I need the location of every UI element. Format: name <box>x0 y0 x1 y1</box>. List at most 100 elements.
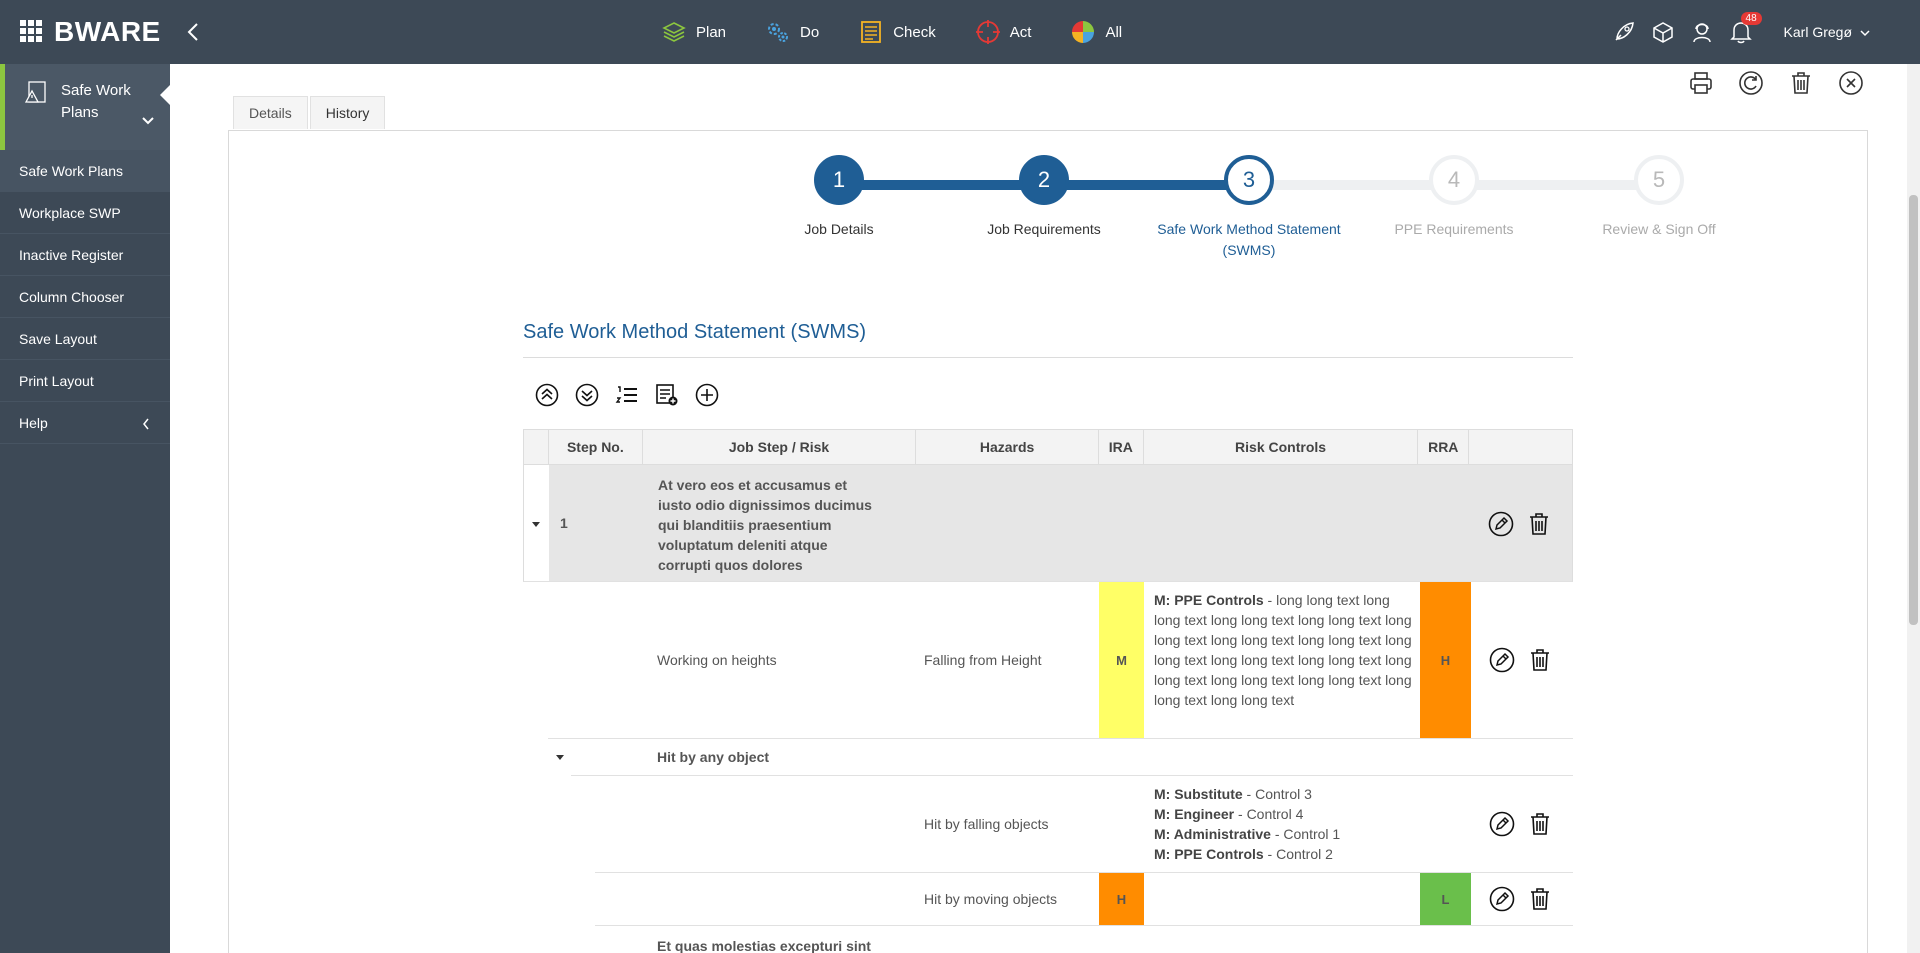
nav-check[interactable]: Check <box>859 20 936 44</box>
sidebar-item-help[interactable]: Help <box>0 402 170 444</box>
column-header-ira[interactable]: IRA <box>1099 430 1144 464</box>
nav-all-label: All <box>1105 23 1123 41</box>
logo-text: BWARE <box>54 16 161 47</box>
sidebar-item-column-chooser[interactable]: Column Chooser <box>0 276 170 318</box>
nav-do[interactable]: Do <box>766 20 819 44</box>
nav-plan[interactable]: Plan <box>662 20 726 44</box>
step-number: 2 <box>1019 155 1069 205</box>
control-line: M: Substitute - Control 3 <box>1154 784 1412 804</box>
trash-icon[interactable] <box>1527 647 1553 673</box>
nav-check-label: Check <box>893 23 936 41</box>
tab-details[interactable]: Details <box>233 96 308 129</box>
trash-icon[interactable] <box>1527 886 1553 912</box>
ira-rating-label: M <box>1116 652 1127 668</box>
active-notch <box>160 84 171 106</box>
trash-icon[interactable] <box>1527 811 1553 837</box>
refresh-icon[interactable] <box>1738 70 1764 96</box>
sidebar-item-print-layout[interactable]: Print Layout <box>0 360 170 402</box>
scrollbar-thumb[interactable] <box>1909 195 1918 625</box>
step-1[interactable]: 1 Job Details <box>739 155 939 240</box>
add-list-icon[interactable] <box>655 383 679 407</box>
column-header-risk-controls[interactable]: Risk Controls <box>1144 430 1419 464</box>
risk-controls-cell: M: PPE Controls - long long text long lo… <box>1154 590 1412 710</box>
step-label: PPE Requirements <box>1394 221 1514 237</box>
edit-icon[interactable] <box>1489 647 1515 673</box>
rra-rating-label: L <box>1441 891 1450 907</box>
group-row-background <box>549 465 1572 581</box>
step-4[interactable]: 4 PPE Requirements <box>1354 155 1554 240</box>
row-actions <box>1489 811 1553 837</box>
hazard-cell: Hit by moving objects <box>924 891 1058 907</box>
tab-history[interactable]: History <box>309 96 386 129</box>
package-icon[interactable] <box>1649 18 1677 46</box>
job-step-cell: At vero eos et accusamus et iusto odio d… <box>658 477 872 573</box>
record-actions <box>1688 70 1864 96</box>
add-circle-icon[interactable] <box>695 383 719 407</box>
ira-rating-cell: M <box>1099 582 1144 738</box>
job-step-cell: Et quas molestias excepturi sint <box>657 938 871 953</box>
control-text: - Control 3 <box>1242 786 1312 802</box>
control-category: M: Substitute <box>1154 786 1243 802</box>
control-text: - Control 2 <box>1263 846 1333 862</box>
edit-icon[interactable] <box>1489 811 1515 837</box>
edit-icon[interactable] <box>1489 886 1515 912</box>
nav-do-label: Do <box>800 23 820 41</box>
checklist-icon <box>859 20 883 44</box>
rocket-icon[interactable] <box>1610 18 1638 46</box>
control-category: M: PPE Controls <box>1154 592 1264 608</box>
step-number-cell: 1 <box>560 515 568 531</box>
chevron-down-icon <box>142 112 154 128</box>
sidebar-item-inactive-register[interactable]: Inactive Register <box>0 234 170 276</box>
user-name: Karl Gregø <box>1783 24 1852 40</box>
expand-all-icon[interactable] <box>575 383 599 407</box>
numbered-list-icon[interactable] <box>615 383 639 407</box>
sidebar-item-safe-work-plans[interactable]: Safe Work Plans <box>0 150 170 192</box>
column-header-job-step[interactable]: Job Step / Risk <box>643 430 917 464</box>
column-header-rra[interactable]: RRA <box>1418 430 1470 464</box>
collapse-sidebar-icon[interactable] <box>186 22 204 42</box>
risk-row: Working on heights Falling from Height M… <box>548 582 1573 739</box>
section-divider <box>523 357 1573 358</box>
support-agent-icon[interactable] <box>1688 18 1716 46</box>
column-header-step-no[interactable]: Step No. <box>549 430 643 464</box>
print-icon[interactable] <box>1688 70 1714 96</box>
control-line: M: PPE Controls - Control 2 <box>1154 844 1412 864</box>
sidebar-item-save-layout[interactable]: Save Layout <box>0 318 170 360</box>
step-number: 5 <box>1634 155 1684 205</box>
grid-header: Step No. Job Step / Risk Hazards IRA Ris… <box>523 429 1573 465</box>
user-menu[interactable]: Karl Gregø <box>1784 24 1870 40</box>
section-title: Safe Work Method Statement (SWMS) <box>523 321 867 343</box>
nav-all[interactable]: All <box>1071 20 1122 44</box>
expand-caret-icon[interactable] <box>556 755 564 760</box>
logo-icon <box>18 18 48 46</box>
column-header-hazards[interactable]: Hazards <box>916 430 1099 464</box>
control-category: M: PPE Controls <box>1154 846 1264 862</box>
notification-badge: 48 <box>1740 12 1762 25</box>
step-5[interactable]: 5 Review & Sign Off <box>1559 155 1759 240</box>
step-label: Job Requirements <box>987 221 1101 237</box>
top-bar: BWARE Plan Do Check Act <box>0 0 1920 64</box>
chevron-down-icon <box>1860 24 1870 40</box>
trash-icon[interactable] <box>1788 70 1814 96</box>
tab-bar: Details History <box>233 96 386 129</box>
control-text: - Control 1 <box>1270 826 1341 842</box>
close-icon[interactable] <box>1838 70 1864 96</box>
edit-icon[interactable] <box>1488 511 1514 537</box>
nav-plan-label: Plan <box>696 23 727 41</box>
hazard-row: Hit by moving objects H L <box>595 873 1573 926</box>
sidebar-item-workplace-swp[interactable]: Workplace SWP <box>0 192 170 234</box>
expand-caret-icon[interactable] <box>532 522 540 527</box>
step-2[interactable]: 2 Job Requirements <box>944 155 1144 240</box>
step-label: Job Details <box>804 221 874 237</box>
job-step-cell: Working on heights <box>657 652 777 668</box>
bell-icon[interactable]: 48 <box>1727 12 1762 46</box>
logo[interactable]: BWARE <box>18 16 161 48</box>
ira-rating-label: H <box>1116 891 1127 907</box>
trash-icon[interactable] <box>1526 511 1552 537</box>
nav-act[interactable]: Act <box>975 20 1031 44</box>
step-number: 1 <box>814 155 864 205</box>
collapse-all-icon[interactable] <box>535 383 559 407</box>
pdca-nav: Plan Do Check Act <box>662 0 1122 64</box>
step-3[interactable]: 3 Safe Work Method Statement (SWMS) <box>1149 155 1349 261</box>
module-selector[interactable]: Safe Work Plans <box>0 64 171 150</box>
